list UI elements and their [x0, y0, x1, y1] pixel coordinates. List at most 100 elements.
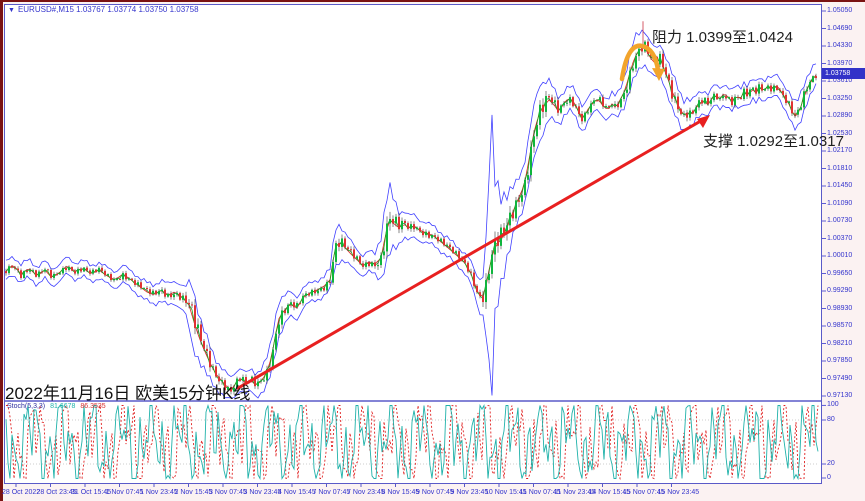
- candle-body: [563, 103, 565, 106]
- candle-body: [221, 380, 223, 382]
- candle-body: [383, 251, 385, 256]
- window-top-edge: [0, 0, 865, 2]
- candle-body: [359, 256, 361, 264]
- candle-body: [791, 101, 793, 114]
- candle-body: [758, 84, 760, 94]
- candle-body: [785, 94, 787, 103]
- candle-body: [74, 270, 76, 274]
- candle-body: [311, 289, 313, 296]
- candle-body: [38, 271, 40, 277]
- candle-body: [152, 290, 154, 295]
- candle-body: [671, 80, 673, 99]
- price-axis-label: 1.01090: [827, 199, 853, 207]
- candle-body: [368, 262, 370, 267]
- candle-body: [92, 269, 94, 274]
- candle-body: [146, 287, 148, 290]
- candle-body: [5, 271, 7, 274]
- candle-body: [299, 303, 301, 305]
- candle-body: [296, 303, 298, 308]
- time-axis-label: 3 Nov 23:45: [243, 489, 282, 496]
- trendline[interactable]: [236, 116, 707, 391]
- candle-body: [755, 87, 757, 94]
- main-plot-group: [5, 21, 817, 399]
- candle-body: [314, 289, 316, 294]
- candle-body: [599, 97, 601, 101]
- candle-body: [767, 85, 769, 89]
- candle-body: [275, 333, 277, 350]
- candle-body: [554, 100, 556, 103]
- candle-body: [620, 98, 622, 108]
- candle-body: [761, 84, 763, 91]
- candle-body: [218, 376, 220, 382]
- candle-body: [593, 100, 595, 104]
- candle-body: [365, 262, 367, 267]
- candle-body: [674, 96, 676, 99]
- stoch-signal-line: [6, 403, 819, 481]
- candle-body: [110, 274, 112, 281]
- candle-body: [731, 97, 733, 106]
- candle-body: [809, 81, 811, 90]
- candle-body: [164, 289, 166, 297]
- candle-body: [395, 216, 397, 224]
- candle-body: [689, 110, 691, 118]
- trendline-arrowhead: [697, 115, 710, 128]
- candle-body: [557, 100, 559, 113]
- candle-body: [287, 304, 289, 314]
- candle-body: [23, 271, 25, 279]
- candle-body: [734, 96, 736, 106]
- candle-body: [20, 270, 22, 279]
- arc-arrow[interactable]: [619, 43, 661, 82]
- candle-body: [377, 265, 379, 267]
- candle-body: [479, 292, 481, 296]
- candle-body: [542, 104, 544, 112]
- price-axis-label: 0.98570: [827, 322, 853, 329]
- candle-body: [122, 273, 124, 280]
- stoch-main-line: [5, 403, 819, 481]
- candle-body: [404, 220, 406, 224]
- price-axis-label: 1.03610: [827, 77, 853, 84]
- candle-body: [446, 244, 448, 246]
- candle-body: [266, 369, 268, 381]
- candle-body: [347, 247, 349, 250]
- time-axis-label: 9 Nov 07:45: [416, 489, 454, 496]
- candle-body: [422, 231, 424, 236]
- candle-body: [779, 90, 781, 92]
- price-axis-label: 0.97130: [827, 392, 853, 399]
- candle-body: [344, 238, 346, 248]
- candle-body: [641, 48, 643, 52]
- time-axis-label: 15 Nov 23:45: [657, 489, 700, 496]
- candle-body: [116, 278, 118, 280]
- candle-body: [566, 102, 568, 104]
- candle-body: [728, 97, 730, 99]
- candle-body: [494, 238, 496, 255]
- current-price-tag: 1.03758: [822, 68, 865, 79]
- candle-body: [119, 278, 121, 280]
- candle-body: [665, 67, 667, 75]
- candle-body: [392, 219, 394, 224]
- date-annotation: 2022年11月16日 欧美15分钟K线: [5, 384, 251, 403]
- candle-body: [212, 366, 214, 368]
- price-axis-label: 1.02890: [827, 112, 853, 119]
- time-axis-label: 11 Nov 07:45: [519, 489, 561, 496]
- candle-body: [737, 96, 739, 98]
- candle-body: [242, 377, 244, 381]
- candle-body: [533, 136, 535, 147]
- candle-body: [464, 259, 466, 263]
- candle-body: [407, 223, 409, 229]
- price-axis-label: 1.01450: [827, 182, 853, 189]
- candle-body: [44, 269, 46, 272]
- candle-body: [695, 107, 697, 114]
- candle-body: [551, 97, 553, 103]
- stoch-axis-label: 100: [827, 401, 839, 409]
- candle-body: [356, 256, 358, 259]
- candle-body: [473, 272, 475, 286]
- candle-body: [380, 255, 382, 266]
- candle-body: [140, 282, 142, 289]
- candle-body: [353, 249, 355, 259]
- price-axis-label: 0.97490: [827, 374, 853, 382]
- candle-body: [491, 254, 493, 274]
- collapse-chevron-icon[interactable]: ▼: [8, 7, 15, 14]
- candle-body: [137, 282, 139, 285]
